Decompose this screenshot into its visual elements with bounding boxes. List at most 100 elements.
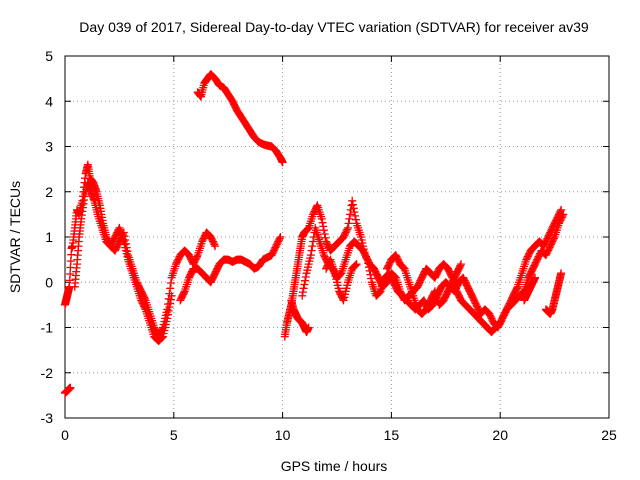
- series-s12: [520, 273, 539, 305]
- data-point: [363, 255, 372, 264]
- data-point: [165, 303, 174, 312]
- data-point: [457, 260, 465, 269]
- data-point: [317, 214, 326, 223]
- data-point: [301, 276, 310, 285]
- data-point: [362, 254, 371, 263]
- data-point: [319, 222, 328, 231]
- data-point: [320, 230, 329, 238]
- data-point: [300, 280, 309, 289]
- y-tick-label: 4: [45, 93, 53, 109]
- series-s13: [541, 269, 566, 318]
- data-point: [366, 270, 375, 279]
- data-point: [344, 219, 353, 228]
- data-point: [180, 288, 188, 297]
- y-tick-label: -2: [41, 365, 54, 381]
- y-tick-label: 0: [45, 274, 53, 290]
- data-point: [365, 266, 374, 275]
- x-tick-label: 20: [492, 427, 508, 443]
- axis-ticks: 0 5 10 15 20 25 -3 -2 -1 0 1 2 3 4 5: [41, 48, 617, 443]
- data-point: [275, 234, 284, 243]
- data-point: [298, 288, 307, 297]
- data-point: [531, 273, 539, 282]
- data-point: [157, 334, 166, 343]
- series-s6: [176, 233, 285, 305]
- series-s11: [383, 251, 465, 318]
- y-tick-label: -3: [41, 410, 54, 426]
- data-point: [166, 295, 175, 304]
- data-point: [343, 225, 352, 234]
- data-point: [163, 314, 172, 323]
- data-point: [166, 284, 175, 293]
- data-point: [558, 211, 567, 220]
- data-point: [307, 246, 316, 255]
- data-point: [456, 261, 465, 270]
- data-point: [512, 284, 521, 293]
- y-tick-label: 3: [45, 139, 53, 155]
- series-s1: [61, 383, 75, 398]
- data-point: [66, 383, 75, 392]
- data-point: [364, 263, 373, 272]
- x-tick-label: 15: [384, 427, 400, 443]
- series-s8: [298, 210, 568, 332]
- series-s10: [322, 255, 361, 305]
- y-axis-label: SDTVAR / TECUs: [7, 181, 23, 293]
- data-point: [278, 158, 287, 167]
- data-point: [166, 299, 175, 308]
- data-point: [306, 251, 315, 260]
- data-point: [158, 333, 167, 342]
- data-point: [166, 279, 175, 287]
- data-point: [352, 260, 361, 269]
- data-point: [345, 214, 354, 223]
- data-point: [299, 284, 308, 293]
- data-point: [321, 233, 330, 242]
- series-s9: [287, 296, 313, 336]
- data-points: [61, 70, 568, 398]
- series-s5: [193, 70, 287, 167]
- data-point: [338, 294, 347, 303]
- x-tick-label: 5: [170, 427, 178, 443]
- grid: [65, 56, 609, 418]
- data-point: [351, 211, 360, 220]
- data-point: [351, 215, 360, 224]
- data-point: [350, 208, 359, 217]
- data-point: [164, 310, 172, 319]
- data-point: [164, 306, 173, 315]
- data-point: [349, 200, 357, 209]
- x-tick-label: 0: [61, 427, 69, 443]
- data-point: [140, 303, 149, 312]
- data-point: [193, 252, 201, 261]
- data-point: [557, 269, 566, 278]
- data-point: [276, 233, 285, 241]
- data-point: [304, 323, 313, 332]
- x-axis-label: GPS time / hours: [281, 458, 388, 474]
- data-point: [301, 273, 310, 281]
- data-point: [210, 240, 219, 249]
- data-point: [549, 234, 558, 243]
- data-point: [298, 291, 307, 300]
- x-tick-label: 10: [275, 427, 291, 443]
- y-tick-label: 2: [45, 184, 53, 200]
- data-point: [559, 210, 568, 219]
- data-point: [346, 210, 355, 219]
- series-s2: [61, 242, 77, 309]
- x-tick-label: 25: [601, 427, 617, 443]
- data-point: [351, 260, 360, 269]
- data-point: [557, 205, 566, 214]
- data-point: [348, 196, 357, 205]
- y-tick-label: 5: [45, 48, 53, 64]
- data-point: [343, 223, 352, 232]
- data-point: [349, 204, 358, 213]
- data-point: [167, 291, 176, 300]
- data-point: [318, 218, 327, 227]
- chart-title: Day 039 of 2017, Sidereal Day-to-day VTE…: [79, 19, 589, 35]
- data-point: [351, 261, 360, 270]
- data-point: [367, 274, 376, 283]
- y-tick-label: 1: [45, 229, 53, 245]
- series-s4: [70, 178, 176, 346]
- data-point: [319, 226, 328, 235]
- data-point: [211, 242, 220, 251]
- data-point: [308, 242, 317, 251]
- y-tick-label: -1: [41, 320, 54, 336]
- data-point: [364, 259, 373, 268]
